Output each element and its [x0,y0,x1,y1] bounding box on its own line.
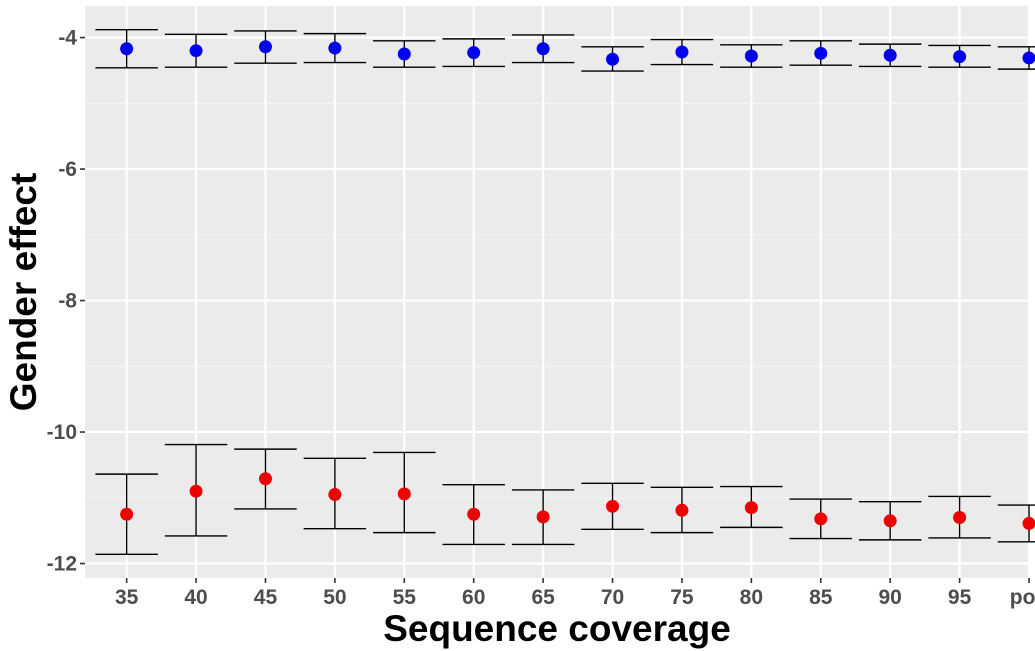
x-tick-label: 35 [115,586,139,609]
data-point [536,510,550,524]
data-point [883,48,897,62]
data-series [95,28,1035,556]
data-point [328,41,342,55]
data-point [953,50,967,64]
x-tick-label: 80 [740,586,763,609]
x-tick-label: 45 [254,586,278,609]
x-tick-label: 50 [323,586,346,609]
x-tick-label: 65 [531,586,555,609]
x-tick-label: pop [1010,586,1035,609]
data-point [953,511,967,525]
data-point [744,501,758,515]
y-tick-label: -12 [47,553,77,576]
x-axis: 35 40 45 50 55 60 65 70 75 80 85 90 95 pop [115,578,1035,609]
y-axis-title: Gender effect [3,173,44,412]
data-point [467,46,481,60]
data-point [675,45,689,59]
data-point [1022,51,1035,65]
data-point [258,472,272,486]
x-tick-label: 75 [670,586,694,609]
data-point [189,484,203,498]
data-point [467,507,481,521]
minor-gridlines [85,102,1029,499]
data-point [675,503,689,517]
y-tick-label: -8 [58,290,77,313]
data-point [120,42,134,56]
y-tick-label: -4 [58,27,77,50]
data-point [814,512,828,526]
x-tick-label: 95 [948,586,972,609]
x-tick-label: 85 [809,586,833,609]
data-point [1022,516,1035,530]
data-point [258,40,272,54]
data-point [606,52,620,66]
data-point [397,487,411,501]
x-tick-label: 40 [184,586,207,609]
x-tick-label: 70 [601,586,624,609]
series-0 [95,28,1035,72]
y-tick-label: -6 [58,158,77,181]
data-point [328,488,342,502]
data-point [883,514,897,528]
data-point [814,46,828,60]
data-point [120,507,134,521]
x-tick-label: 55 [393,586,417,609]
x-tick-label: 60 [462,586,485,609]
series-1 [95,443,1035,556]
data-point [744,49,758,63]
x-tick-label: 90 [878,586,901,609]
plot-panel [85,6,1029,578]
data-point [606,499,620,513]
x-axis-title: Sequence coverage [383,608,731,649]
data-point [189,44,203,58]
data-point [397,47,411,61]
data-point [536,42,550,56]
y-axis: -4 -6 -8 -10 -12 [47,27,85,576]
y-tick-label: -10 [47,421,77,444]
